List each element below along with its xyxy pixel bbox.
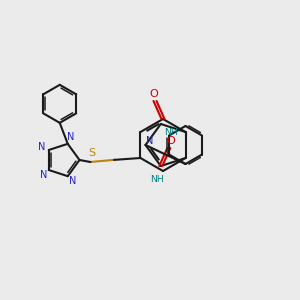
Text: O: O xyxy=(150,89,158,99)
Text: N: N xyxy=(67,132,74,142)
Text: N: N xyxy=(38,142,45,152)
Text: NH: NH xyxy=(150,176,164,184)
Text: NH: NH xyxy=(164,128,178,137)
Text: N: N xyxy=(146,136,153,146)
Text: O: O xyxy=(167,136,175,146)
Text: S: S xyxy=(88,148,95,158)
Text: N: N xyxy=(69,176,76,186)
Text: N: N xyxy=(40,170,47,180)
